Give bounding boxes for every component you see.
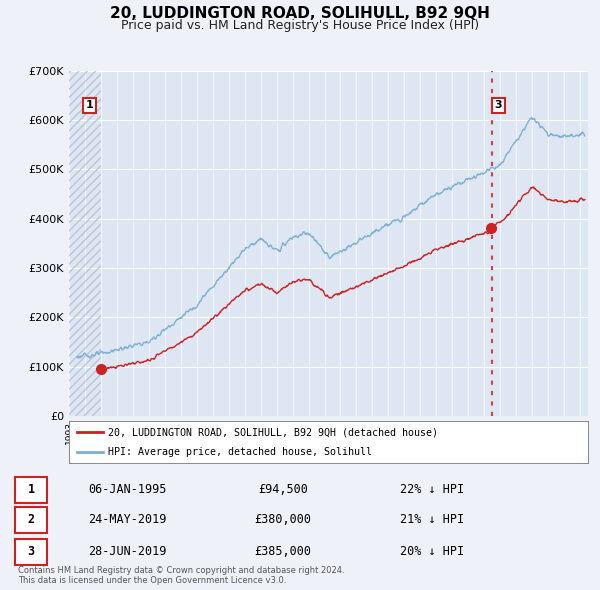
Text: 2: 2 [28,513,35,526]
Text: 20, LUDDINGTON ROAD, SOLIHULL, B92 9QH (detached house): 20, LUDDINGTON ROAD, SOLIHULL, B92 9QH (… [108,427,438,437]
Text: 20% ↓ HPI: 20% ↓ HPI [400,545,464,558]
Text: 1: 1 [86,100,94,110]
Text: £385,000: £385,000 [254,545,311,558]
FancyBboxPatch shape [15,539,47,565]
Bar [69,71,101,416]
FancyBboxPatch shape [15,507,47,533]
Text: £94,500: £94,500 [258,483,308,496]
Text: £380,000: £380,000 [254,513,311,526]
Text: 20, LUDDINGTON ROAD, SOLIHULL, B92 9QH: 20, LUDDINGTON ROAD, SOLIHULL, B92 9QH [110,6,490,21]
Text: HPI: Average price, detached house, Solihull: HPI: Average price, detached house, Soli… [108,447,372,457]
Text: Contains HM Land Registry data © Crown copyright and database right 2024.
This d: Contains HM Land Registry data © Crown c… [18,566,344,585]
FancyBboxPatch shape [15,477,47,503]
Text: 3: 3 [495,100,502,110]
Text: 28-JUN-2019: 28-JUN-2019 [88,545,166,558]
Text: Price paid vs. HM Land Registry's House Price Index (HPI): Price paid vs. HM Land Registry's House … [121,19,479,32]
Text: 06-JAN-1995: 06-JAN-1995 [88,483,166,496]
Text: 24-MAY-2019: 24-MAY-2019 [88,513,166,526]
Text: 3: 3 [28,545,35,558]
Text: 1: 1 [28,483,35,496]
Text: 22% ↓ HPI: 22% ↓ HPI [400,483,464,496]
Text: 21% ↓ HPI: 21% ↓ HPI [400,513,464,526]
